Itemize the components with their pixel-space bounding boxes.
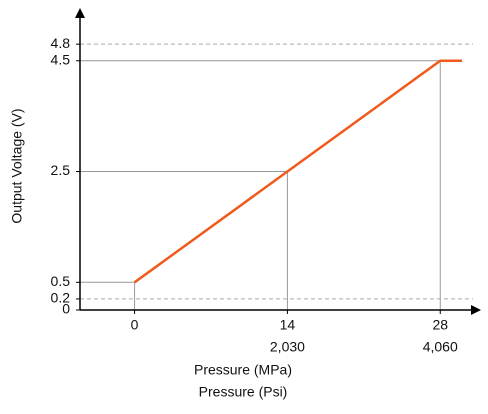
y-axis-label: Output Voltage (V) <box>9 108 25 223</box>
x-tick-label: 0 <box>131 317 139 333</box>
y-tick-label: 2.5 <box>51 162 71 178</box>
y-tick-label: 0 <box>62 301 70 317</box>
x-tick-label: 14 <box>280 317 296 333</box>
y-axis-arrow <box>75 8 85 18</box>
y-tick-label: 4.8 <box>51 35 71 51</box>
line <box>133 59 463 284</box>
x-axis-arrow <box>471 305 481 315</box>
y-tick-label: 4.5 <box>51 51 71 67</box>
y-tick-label: 0.2 <box>51 290 71 306</box>
y-tick-label: 0.5 <box>51 273 71 289</box>
x2-axis-label: Pressure (Psi) <box>199 384 288 400</box>
x2-tick-label: 4,060 <box>423 339 458 355</box>
x2-tick-label: 2,030 <box>270 339 305 355</box>
x-tick-label: 28 <box>432 317 448 333</box>
x-axis-label: Pressure (MPa) <box>194 362 292 378</box>
